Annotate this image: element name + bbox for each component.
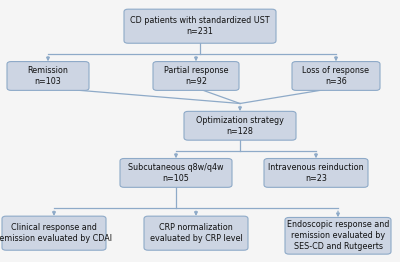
- Text: CD patients with standardized UST
n=231: CD patients with standardized UST n=231: [130, 16, 270, 36]
- FancyBboxPatch shape: [120, 159, 232, 187]
- Text: Intravenous reinduction
n=23: Intravenous reinduction n=23: [268, 163, 364, 183]
- FancyBboxPatch shape: [2, 216, 106, 250]
- FancyBboxPatch shape: [264, 159, 368, 187]
- FancyBboxPatch shape: [7, 62, 89, 90]
- FancyBboxPatch shape: [144, 216, 248, 250]
- FancyBboxPatch shape: [184, 111, 296, 140]
- Text: Remission
n=103: Remission n=103: [28, 66, 68, 86]
- Text: Subcutaneous q8w/q4w
n=105: Subcutaneous q8w/q4w n=105: [128, 163, 224, 183]
- FancyBboxPatch shape: [124, 9, 276, 43]
- Text: Optimization strategy
n=128: Optimization strategy n=128: [196, 116, 284, 136]
- FancyBboxPatch shape: [153, 62, 239, 90]
- Text: Partial response
n=92: Partial response n=92: [164, 66, 228, 86]
- Text: Endoscopic response and
remission evaluated by
SES-CD and Rutgeerts: Endoscopic response and remission evalua…: [287, 220, 389, 252]
- Text: Clinical response and
remission evaluated by CDAI: Clinical response and remission evaluate…: [0, 223, 112, 243]
- FancyBboxPatch shape: [285, 217, 391, 254]
- FancyBboxPatch shape: [292, 62, 380, 90]
- Text: Loss of response
n=36: Loss of response n=36: [302, 66, 370, 86]
- Text: CRP normalization
evaluated by CRP level: CRP normalization evaluated by CRP level: [150, 223, 242, 243]
